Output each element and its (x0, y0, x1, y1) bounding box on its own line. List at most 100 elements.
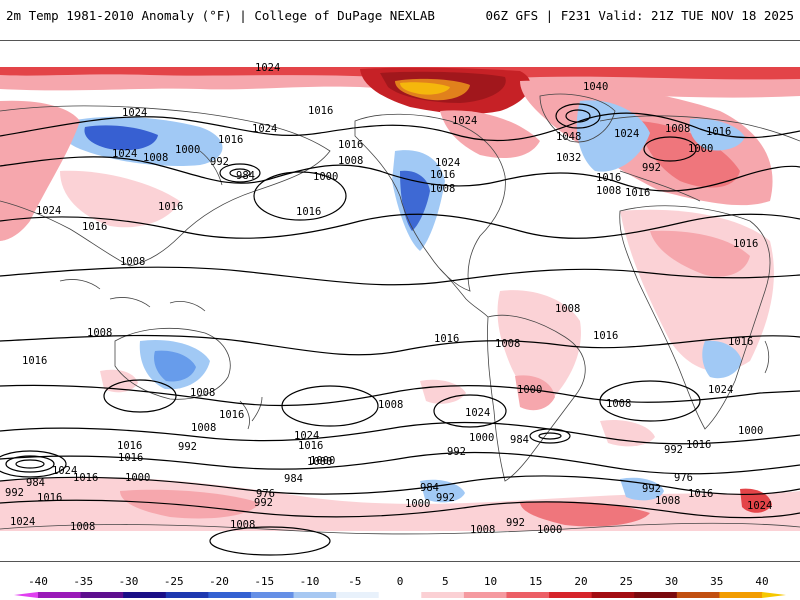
greenland-cold (576, 100, 650, 172)
coastlines (0, 93, 800, 535)
isobar-label: 1016 (706, 126, 731, 138)
east-asia-cold-core (84, 125, 158, 151)
isobar-closed (5, 455, 55, 473)
isobar-label: 1016 (118, 452, 143, 464)
isobar-label: 1016 (338, 139, 363, 151)
colorbar-segment (421, 592, 465, 598)
isobar-label: 1016 (688, 488, 713, 500)
coast-north-america (354, 113, 506, 292)
colorbar-canvas: -40 -35 -30 -25 -20 -15 -10 -5 0 5 10 15 20 25 30 35 40 (14, 575, 786, 598)
isobar-label: 1048 (556, 131, 581, 143)
isobar-label: 984 (236, 170, 255, 182)
isobar-label: 992 (210, 156, 229, 168)
coast-greenland (539, 93, 616, 143)
isobar-label: 1008 (120, 256, 145, 268)
isobar-label: 1024 (36, 205, 61, 217)
isobar-label: 1000 (738, 425, 763, 437)
colorbar-ticks: -40 -35 -30 -25 -20 -15 -10 -5 0 5 10 15 20 25 30 35 40 (28, 575, 769, 588)
isobar-label: 1008 (70, 521, 95, 533)
europe-cold (689, 118, 745, 151)
colorbar-segment (336, 592, 380, 598)
colorbar-segments (14, 592, 786, 598)
isobar-label: 1024 (708, 384, 733, 396)
north-america-cold-core (400, 170, 430, 231)
south-america-warm-2 (515, 375, 555, 411)
temperature-colorbar: -40 -35 -30 -25 -20 -15 -10 -5 0 5 10 15 20 25 30 35 40 (0, 570, 800, 600)
isobar-label: 992 (642, 483, 661, 495)
southern-cold-patch (420, 479, 465, 503)
isobar-label: 1008 (143, 152, 168, 164)
isobar-label: 1024 (122, 107, 147, 119)
isobar-label: 1008 (555, 303, 580, 315)
colorbar-tick-label: 35 (710, 575, 723, 588)
isobar-label: 992 (642, 162, 661, 174)
isobar-label: 1000 (688, 143, 713, 155)
isobar-closed (599, 380, 701, 422)
colorbar-segment (634, 592, 678, 598)
colorbar-segment (676, 592, 720, 598)
anomaly-map: 1024 1024 1016 1024 1016 1024 1008 1000 … (0, 40, 800, 562)
colorbar-min-arrow (14, 592, 38, 598)
isobar-closed (529, 428, 571, 444)
isobar-line (0, 266, 800, 286)
isobar-label: 1000 (175, 144, 200, 156)
isobar-label: 1016 (298, 440, 323, 452)
isobar-line (0, 334, 800, 356)
isobar-label: 1008 (665, 123, 690, 135)
isobar-label: 1008 (606, 398, 631, 410)
isobar-label: 992 (447, 446, 466, 458)
isobar-label: 1024 (252, 123, 277, 135)
isobar-label: 1008 (430, 183, 455, 195)
isobar-line (0, 156, 800, 192)
isobar-label: 1016 (82, 221, 107, 233)
isobar-label: 1008 (596, 185, 621, 197)
isobar-label: 1016 (219, 409, 244, 421)
isobar-label: 1016 (728, 336, 753, 348)
asia-warm-west (0, 100, 80, 241)
africa-warm-2 (650, 230, 750, 277)
isobar-closed (643, 136, 697, 162)
isobar-label: 1024 (10, 516, 35, 528)
colorbar-tick-label: 0 (397, 575, 404, 588)
isobar-line (0, 112, 800, 142)
isobar-label: 1016 (434, 333, 459, 345)
colorbar-segment (591, 592, 635, 598)
isobar-label: 1008 (495, 338, 520, 350)
colorbar-tick-label: -5 (348, 575, 361, 588)
isobar-contours (0, 103, 800, 556)
canada-warm (440, 110, 540, 159)
isobar-labels: 1024 1024 1016 1024 1016 1024 1008 1000 … (5, 62, 772, 536)
isobar-label: 992 (5, 487, 24, 499)
colorbar-tick-label: -35 (73, 575, 93, 588)
colorbar-tick-label: 20 (574, 575, 587, 588)
isobar-label: 1008 (338, 155, 363, 167)
colorbar-segment (38, 592, 82, 598)
colorbar-tick-label: -25 (164, 575, 184, 588)
isobar-label: 1016 (430, 169, 455, 181)
colorbar-segment (250, 592, 295, 598)
isobar-label: 1000 (313, 171, 338, 183)
isobar-label: 1008 (230, 519, 255, 531)
isobar-label: 1000 (125, 472, 150, 484)
isobar-label: 984 (26, 477, 45, 489)
colorbar-segment (80, 592, 124, 598)
colorbar-tick-label: 5 (442, 575, 449, 588)
colorbar-tick-label: -10 (300, 575, 320, 588)
colorbar-tick-label: -40 (28, 575, 48, 588)
isobar-label: 1016 (596, 172, 621, 184)
isobar-label: 976 (256, 488, 275, 500)
australia-cold-core (154, 350, 196, 382)
coast-madagascar (764, 340, 770, 374)
isobar-closed (229, 168, 251, 178)
colorbar-tick-label: -20 (209, 575, 229, 588)
colorbar-tick-label: -15 (254, 575, 274, 588)
isobar-label: 1000 (307, 456, 332, 468)
isobar-label: 992 (664, 444, 683, 456)
isobar-closed (0, 450, 67, 478)
coast-antarctica (0, 522, 800, 535)
map-header: 2m Temp 1981-2010 Anomaly (°F) | College… (0, 0, 800, 34)
colorbar-segment (165, 592, 209, 598)
isobar-label: 1016 (625, 187, 650, 199)
isobar-closed (565, 109, 591, 123)
coast-indonesia (59, 279, 206, 312)
